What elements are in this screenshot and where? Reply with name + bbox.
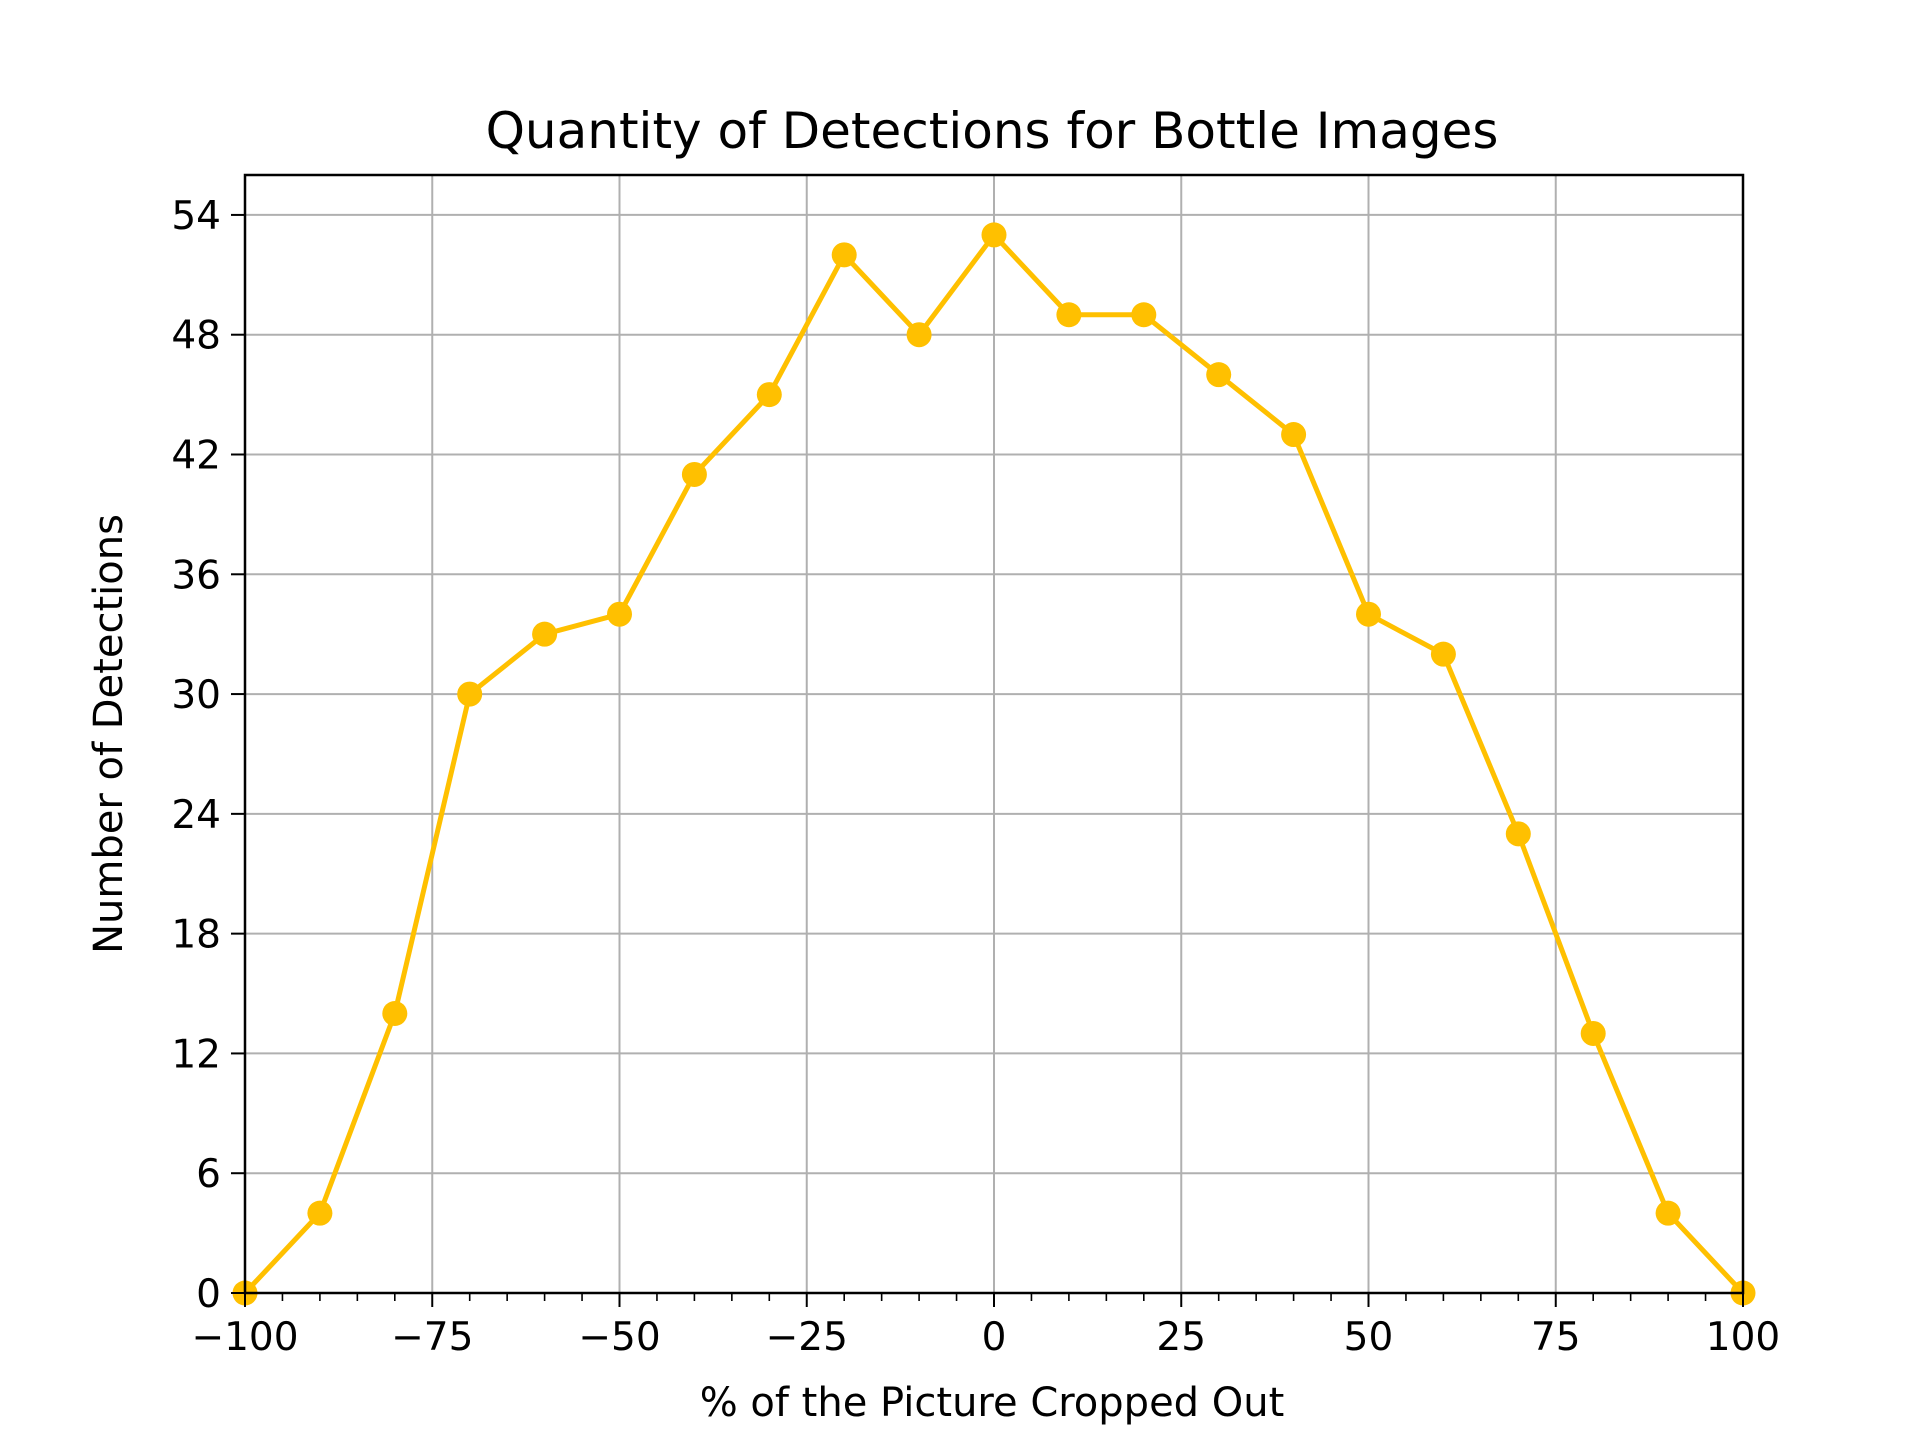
x-tick-label: 50 (1344, 1315, 1394, 1360)
y-tick-label: 18 (171, 913, 221, 958)
x-tick-label: 0 (982, 1315, 1007, 1360)
y-tick-label: 6 (196, 1152, 221, 1197)
x-tick-label: 75 (1531, 1315, 1581, 1360)
data-point (607, 601, 632, 627)
data-point (1206, 362, 1232, 388)
x-tick-label: 100 (1706, 1315, 1780, 1360)
data-point (1430, 641, 1456, 667)
data-point (382, 1001, 408, 1026)
data-point (532, 621, 558, 647)
data-point (906, 322, 932, 348)
x-tick-label: −50 (578, 1315, 660, 1360)
data-point (1505, 821, 1531, 847)
y-tick-label: 24 (171, 793, 221, 838)
data-point (831, 242, 857, 268)
x-axis-label: % of the Picture Cropped Out (700, 1380, 1285, 1426)
y-tick-label: 36 (171, 553, 221, 598)
data-point (1056, 302, 1082, 328)
y-axis-ticks: 0 6 12 18 24 30 36 42 48 54 (171, 194, 245, 1317)
y-tick-label: 12 (171, 1032, 221, 1077)
data-point (981, 222, 1007, 248)
data-point (1356, 601, 1381, 627)
x-tick-label: 25 (1156, 1315, 1206, 1360)
data-point (307, 1200, 333, 1226)
data-point (1580, 1020, 1606, 1046)
data-point (457, 681, 483, 707)
data-point (681, 461, 707, 487)
y-axis-label: Number of Detections (86, 514, 132, 954)
y-tick-label: 0 (196, 1272, 221, 1317)
gridlines (244, 175, 1744, 1294)
y-tick-label: 30 (171, 673, 221, 718)
y-tick-label: 54 (171, 194, 221, 239)
x-tick-label: −25 (766, 1315, 848, 1360)
x-tick-label: −100 (191, 1315, 298, 1360)
series-layer (232, 222, 1756, 1306)
data-point (1131, 302, 1157, 328)
x-axis-ticks: −100 −75 −50 −25 0 25 50 75 100 (191, 1293, 1780, 1360)
data-point (756, 382, 782, 408)
x-tick-label: −75 (391, 1315, 473, 1360)
chart-title: Quantity of Detections for Bottle Images (486, 102, 1499, 160)
y-tick-label: 48 (171, 314, 221, 359)
data-point (1655, 1200, 1681, 1226)
y-tick-label: 42 (171, 434, 221, 479)
data-point (1281, 422, 1307, 448)
